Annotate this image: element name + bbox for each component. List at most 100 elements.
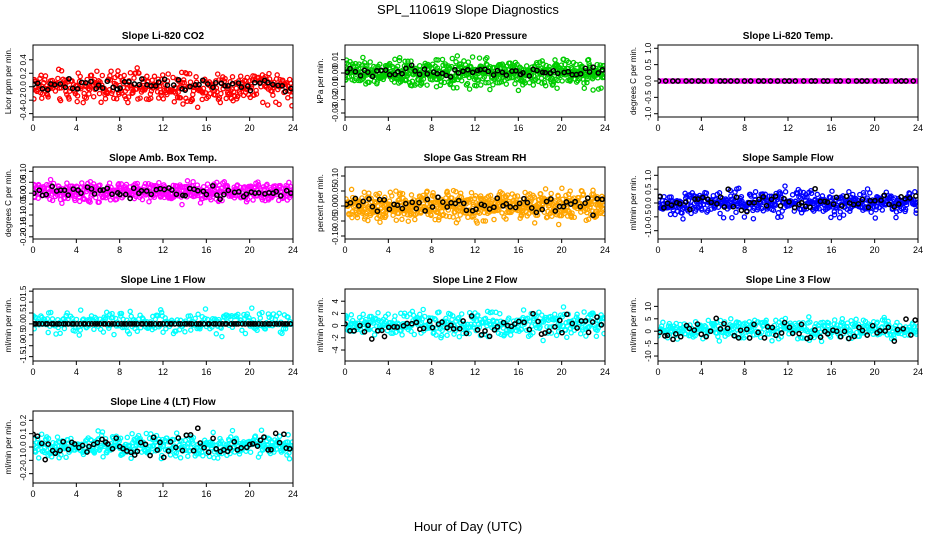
data-point bbox=[751, 321, 757, 328]
data-point bbox=[108, 68, 114, 74]
data-point bbox=[466, 86, 473, 92]
data-point bbox=[847, 208, 853, 214]
data-point bbox=[902, 206, 909, 213]
data-point bbox=[134, 65, 140, 71]
data-point bbox=[64, 310, 70, 316]
data-point bbox=[192, 315, 198, 322]
data-point bbox=[228, 321, 235, 327]
data-point bbox=[392, 313, 398, 319]
data-point bbox=[284, 321, 291, 327]
data-point bbox=[87, 199, 93, 205]
data-point bbox=[394, 324, 401, 330]
data-point bbox=[491, 325, 498, 331]
x-tick-label: 4 bbox=[74, 245, 79, 255]
data-point bbox=[521, 195, 527, 202]
data-point bbox=[908, 332, 914, 338]
data-point bbox=[77, 73, 83, 80]
data-point bbox=[369, 73, 376, 80]
points-group bbox=[345, 304, 605, 344]
data-point bbox=[253, 91, 260, 97]
data-point bbox=[473, 206, 479, 213]
data-point bbox=[841, 328, 848, 335]
data-point bbox=[426, 318, 433, 324]
data-point bbox=[45, 435, 52, 442]
data-point bbox=[33, 321, 37, 327]
data-point bbox=[752, 188, 759, 195]
data-point bbox=[735, 335, 742, 341]
data-point bbox=[38, 431, 45, 437]
data-point bbox=[879, 207, 886, 213]
y-axis-label: ml/min per min. bbox=[4, 298, 13, 353]
data-point bbox=[531, 220, 538, 226]
data-point bbox=[526, 73, 533, 79]
data-point bbox=[264, 102, 271, 108]
data-point bbox=[250, 197, 256, 203]
panel-title: Slope Line 4 (LT) Flow bbox=[110, 397, 216, 408]
data-point bbox=[218, 90, 224, 97]
data-point bbox=[74, 98, 80, 105]
data-point bbox=[483, 79, 489, 86]
y-tick-label: 0.5 bbox=[19, 307, 28, 319]
data-point bbox=[409, 199, 416, 206]
data-point bbox=[172, 453, 179, 459]
data-point bbox=[554, 70, 561, 77]
x-tick-label: 8 bbox=[742, 367, 747, 377]
data-point bbox=[450, 325, 457, 332]
data-point bbox=[422, 208, 428, 214]
data-point bbox=[485, 68, 492, 75]
data-point bbox=[213, 78, 219, 84]
data-point bbox=[812, 78, 819, 84]
data-point bbox=[412, 216, 418, 223]
data-point bbox=[403, 65, 409, 72]
data-point bbox=[772, 193, 779, 200]
data-point bbox=[179, 79, 186, 86]
data-point bbox=[33, 321, 39, 327]
data-point bbox=[130, 185, 137, 192]
data-point bbox=[64, 180, 70, 186]
data-point bbox=[683, 78, 689, 84]
data-point bbox=[424, 71, 431, 77]
data-point bbox=[491, 204, 497, 211]
data-point bbox=[62, 84, 69, 91]
data-point bbox=[727, 78, 734, 84]
data-point bbox=[276, 101, 282, 108]
data-point bbox=[376, 190, 383, 197]
data-point bbox=[503, 216, 509, 222]
data-point bbox=[77, 327, 84, 333]
x-tick-label: 8 bbox=[429, 367, 434, 377]
data-point bbox=[769, 338, 775, 344]
data-point bbox=[872, 78, 878, 84]
data-point bbox=[404, 313, 410, 320]
data-point bbox=[494, 67, 501, 74]
data-point bbox=[365, 217, 371, 224]
data-point bbox=[720, 215, 727, 221]
data-point bbox=[590, 64, 596, 71]
data-point bbox=[733, 194, 740, 201]
data-point bbox=[572, 198, 578, 205]
data-point bbox=[896, 78, 902, 84]
data-point bbox=[424, 196, 431, 203]
data-point bbox=[755, 205, 762, 211]
y-tick-label: 0.01 bbox=[331, 51, 340, 67]
x-tick-label: 24 bbox=[913, 123, 923, 133]
y-axis-label: ml/min per min. bbox=[316, 298, 325, 353]
data-point bbox=[399, 332, 405, 338]
data-point bbox=[541, 79, 548, 86]
data-point bbox=[345, 314, 350, 320]
data-point bbox=[499, 210, 505, 216]
data-point bbox=[402, 58, 408, 65]
data-point bbox=[108, 321, 115, 327]
data-point bbox=[200, 85, 207, 92]
data-point bbox=[457, 212, 463, 218]
data-point bbox=[687, 206, 693, 213]
data-point bbox=[411, 331, 418, 338]
y-tick-label: -0.10 bbox=[331, 226, 340, 245]
data-point bbox=[444, 188, 450, 195]
data-point bbox=[375, 310, 381, 316]
data-point bbox=[448, 322, 454, 329]
data-point bbox=[539, 312, 545, 318]
y-tick-label: 1.0 bbox=[644, 169, 653, 181]
data-point bbox=[143, 321, 150, 327]
